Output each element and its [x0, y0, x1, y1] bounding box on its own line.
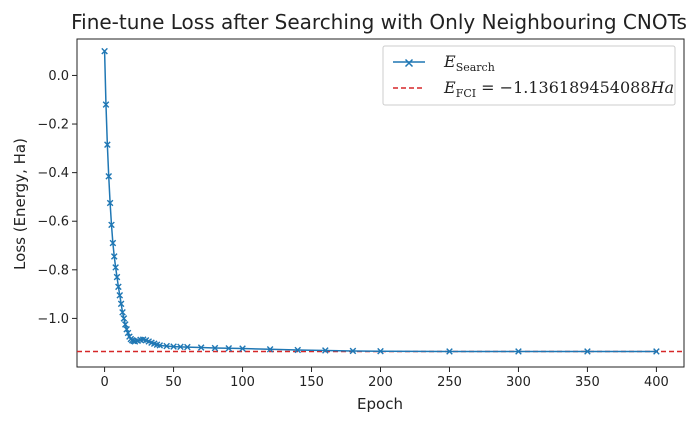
legend-search-label: ESearch [443, 52, 495, 74]
search-loss-point [112, 264, 119, 271]
legend-fci-label: EFCI = −1.136189454088Ha [443, 78, 674, 100]
x-tick-label: 350 [575, 375, 600, 390]
search-loss-point [124, 329, 132, 337]
legend-fci-unit: Ha [650, 78, 675, 97]
x-tick-label: 200 [368, 375, 393, 390]
search-loss-point [170, 343, 177, 350]
legend-fci-main: E [443, 78, 456, 97]
search-loss-point [653, 348, 660, 355]
legend-fci-sub: FCI [456, 87, 476, 100]
search-loss-point [446, 348, 453, 355]
search-loss-point [115, 283, 122, 291]
chart-title: Fine-tune Loss after Searching with Only… [71, 10, 687, 34]
legend: ESearch EFCI = −1.136189454088Ha [382, 45, 676, 106]
search-loss-point [123, 326, 130, 333]
y-axis-label: Loss (Energy, Ha) [11, 138, 29, 270]
search-loss-point [239, 345, 246, 352]
search-loss-point [294, 346, 302, 354]
legend-fci-value: = −1.136189454088 [476, 78, 650, 97]
search-loss-point [322, 347, 329, 354]
search-loss-point [377, 347, 384, 355]
search-loss-point [120, 315, 128, 322]
search-loss-series [101, 47, 660, 355]
y-tick-label: −0.8 [37, 263, 69, 278]
search-loss-point [109, 239, 117, 247]
legend-search-marker-swatch [404, 58, 414, 68]
y-tick-label: 0.0 [48, 69, 69, 84]
x-tick-label: 300 [506, 375, 531, 390]
search-loss-point [119, 309, 126, 316]
legend-search-sub: Search [456, 61, 495, 74]
legend-box [382, 45, 676, 106]
search-loss-point [113, 273, 121, 281]
search-loss-point [105, 172, 113, 180]
search-loss-point [584, 348, 591, 355]
y-tick-label: −0.4 [37, 166, 69, 181]
search-loss-point [225, 344, 233, 352]
search-loss-point [349, 347, 357, 355]
axis-ticks: 0 50 100 150 200 250 300 350 400 −1.0 −0.8 −0.6 −0.4… [37, 69, 668, 390]
search-loss-point [177, 343, 184, 351]
x-axis-label: Epoch [357, 395, 403, 413]
y-tick-label: −1.0 [37, 312, 69, 327]
search-loss-point [211, 344, 219, 352]
y-tick-label: −0.2 [37, 118, 69, 133]
search-loss-point [197, 344, 205, 351]
search-loss-point [184, 343, 191, 351]
search-loss-point [117, 300, 125, 308]
search-loss-point [121, 321, 129, 328]
x-tick-label: 250 [437, 375, 462, 390]
search-loss-point [104, 141, 111, 148]
search-loss-point [106, 199, 114, 207]
search-loss-point [101, 47, 108, 55]
x-tick-label: 400 [644, 375, 669, 390]
search-loss-point [116, 292, 124, 299]
search-loss-point [266, 345, 274, 353]
y-tick-label: −0.6 [37, 215, 69, 230]
search-loss-point [108, 221, 115, 229]
search-loss-point [163, 342, 170, 350]
x-tick-label: 150 [299, 375, 324, 390]
x-tick-label: 100 [230, 375, 255, 390]
x-tick-label: 0 [100, 375, 108, 390]
search-loss-point [102, 101, 110, 108]
x-tick-label: 50 [165, 375, 182, 390]
search-loss-point [110, 253, 118, 260]
legend-search-main: E [443, 52, 456, 71]
search-loss-point [515, 348, 522, 355]
search-loss-point [156, 342, 164, 349]
